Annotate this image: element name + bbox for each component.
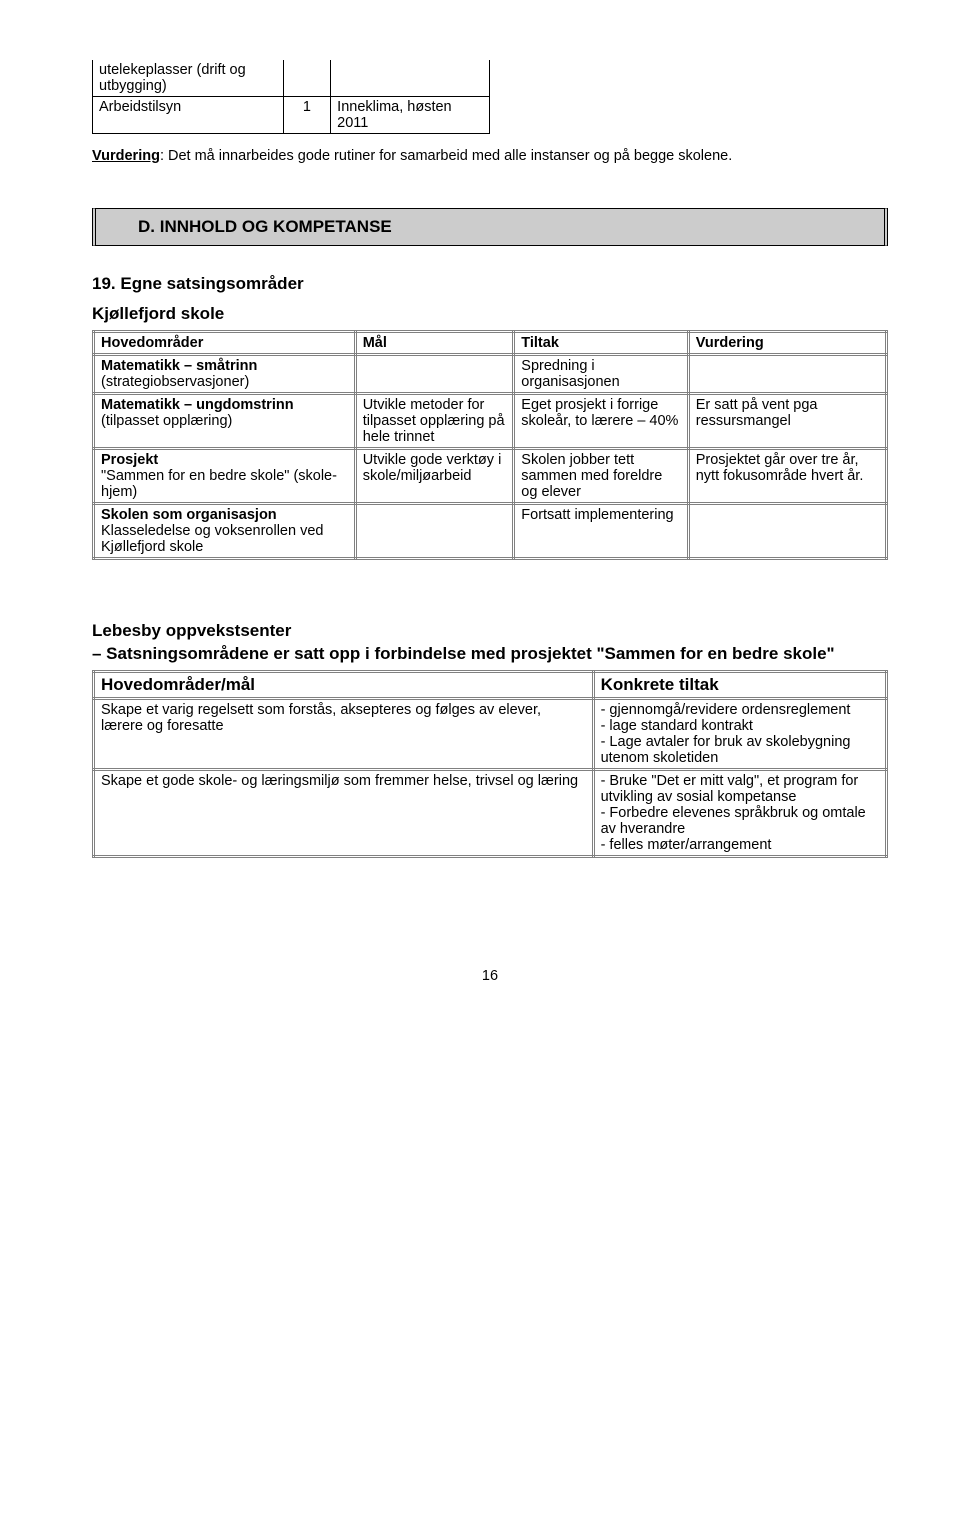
row-bold: Matematikk – småtrinn [101, 358, 257, 374]
table-row: utelekeplasser (drift og utbygging) [93, 60, 490, 97]
cell: Skolen som organisasjon Klasseledelse og… [94, 503, 356, 558]
col-mal: Mål [355, 331, 514, 354]
cell: - gjennomgå/revidere ordensreglement - l… [593, 698, 886, 769]
lebesby-line1: Lebesby oppvekstsenter [92, 621, 291, 640]
row-bold: Matematikk – ungdomstrinn [101, 397, 294, 413]
top-table: utelekeplasser (drift og utbygging) Arbe… [92, 60, 490, 134]
col-hovedomrader: Hovedområder [94, 331, 356, 354]
vurdering-text: : Det må innarbeides gode rutiner for sa… [160, 148, 732, 164]
cell: Prosjektet går over tre år, nytt fokusom… [688, 448, 886, 503]
cell [688, 354, 886, 393]
cell: utelekeplasser (drift og utbygging) [93, 60, 284, 97]
cell: Er satt på vent pga ressursmangel [688, 393, 886, 448]
lebesby-line2: – Satsningsområdene er satt opp i forbin… [92, 644, 835, 663]
table-row: Skape et gode skole- og læringsmiljø som… [94, 769, 887, 856]
heading-19: 19. Egne satsingsområder [92, 274, 888, 294]
cell: Skape et varig regelsett som forstås, ak… [94, 698, 594, 769]
satsings-table: Hovedområder Mål Tiltak Vurdering Matema… [92, 330, 888, 560]
cell: Fortsatt implementering [514, 503, 688, 558]
row-bold: Skolen som organisasjon [101, 507, 277, 523]
cell [355, 354, 514, 393]
table-row: Matematikk – ungdomstrinn (tilpasset opp… [94, 393, 887, 448]
cell: 1 [283, 97, 331, 134]
vurdering-note: Vurdering: Det må innarbeides gode rutin… [92, 146, 888, 168]
row-plain: "Sammen for en bedre skole" (skole-hjem) [101, 468, 337, 500]
row-bold: Prosjekt [101, 452, 158, 468]
heading-kjollefjord: Kjøllefjord skole [92, 304, 888, 324]
table-header-row: Hovedområder/mål Konkrete tiltak [94, 671, 887, 698]
cell: Matematikk – ungdomstrinn (tilpasset opp… [94, 393, 356, 448]
col-konkrete-tiltak: Konkrete tiltak [593, 671, 886, 698]
lebesby-table: Hovedområder/mål Konkrete tiltak Skape e… [92, 670, 888, 858]
cell: Skolen jobber tett sammen med foreldre o… [514, 448, 688, 503]
cell: Inneklima, høsten 2011 [331, 97, 490, 134]
vurdering-label: Vurdering [92, 148, 160, 164]
cell: Matematikk – småtrinn (strategiobservasj… [94, 354, 356, 393]
cell: Eget prosjekt i forrige skoleår, to lære… [514, 393, 688, 448]
table-row: Skape et varig regelsett som forstås, ak… [94, 698, 887, 769]
cell: Skape et gode skole- og læringsmiljø som… [94, 769, 594, 856]
section-header-d: D. INNHOLD OG KOMPETANSE [92, 208, 888, 246]
col-tiltak: Tiltak [514, 331, 688, 354]
cell: Utvikle gode verktøy i skole/miljøarbeid [355, 448, 514, 503]
page-number: 16 [92, 968, 888, 984]
cell [688, 503, 886, 558]
cell: Utvikle metoder for tilpasset opplæring … [355, 393, 514, 448]
row-plain: (tilpasset opplæring) [101, 413, 232, 429]
cell: - Bruke "Det er mitt valg", et program f… [593, 769, 886, 856]
table-row: Matematikk – småtrinn (strategiobservasj… [94, 354, 887, 393]
cell: Prosjekt "Sammen for en bedre skole" (sk… [94, 448, 356, 503]
row-plain: Klasseledelse og voksenrollen ved Kjølle… [101, 523, 323, 555]
row-plain: (strategiobservasjoner) [101, 374, 249, 390]
col-vurdering: Vurdering [688, 331, 886, 354]
table-row: Arbeidstilsyn 1 Inneklima, høsten 2011 [93, 97, 490, 134]
cell [331, 60, 490, 97]
table-row: Skolen som organisasjon Klasseledelse og… [94, 503, 887, 558]
table-header-row: Hovedområder Mål Tiltak Vurdering [94, 331, 887, 354]
cell [283, 60, 331, 97]
lebesby-heading: Lebesby oppvekstsenter – Satsningsområde… [92, 620, 888, 666]
cell [355, 503, 514, 558]
col-hovedomrader-mal: Hovedområder/mål [94, 671, 594, 698]
table-row: Prosjekt "Sammen for en bedre skole" (sk… [94, 448, 887, 503]
cell: Spredning i organisasjonen [514, 354, 688, 393]
document-page: utelekeplasser (drift og utbygging) Arbe… [0, 0, 960, 1024]
cell: Arbeidstilsyn [93, 97, 284, 134]
